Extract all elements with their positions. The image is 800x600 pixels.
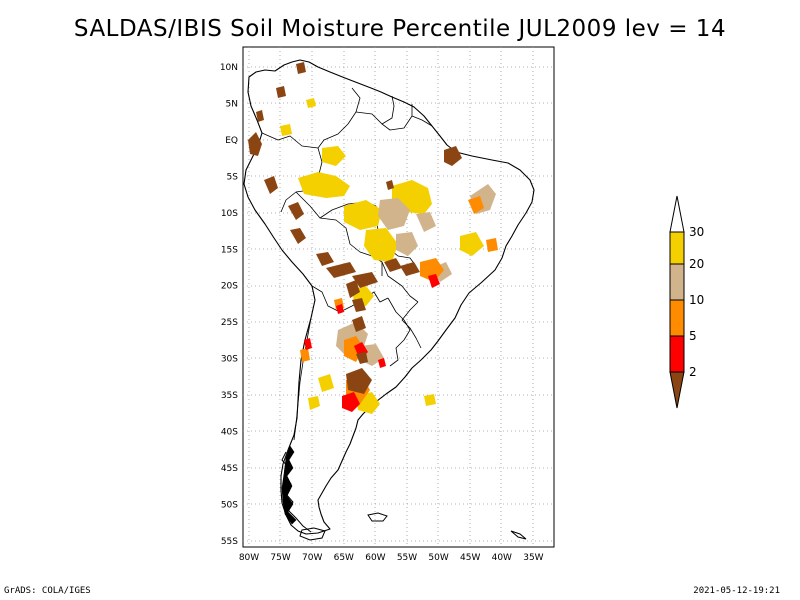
lat-tick-label: 25S: [221, 318, 238, 328]
colorbar-top-triangle: [669, 195, 685, 233]
lat-tick-label: 50S: [221, 500, 238, 510]
plot-frame: [242, 46, 555, 548]
grid-lines: [243, 47, 554, 547]
colorbar-bottom-triangle: [669, 371, 685, 409]
colorbar-label: 10: [689, 293, 704, 307]
colorbar-bin-20-30: [669, 231, 685, 265]
footer-timestamp: 2021-05-12-19:21: [693, 586, 780, 596]
lat-tick-label: 10N: [220, 63, 238, 73]
lat-tick-label: 55S: [221, 537, 238, 547]
south-america-outline: [243, 59, 535, 535]
colorbar-bin-2-5: [669, 335, 685, 373]
lat-tick-label: 15S: [221, 245, 238, 255]
colorbar-label: 30: [689, 225, 704, 239]
lon-tick-label: 80W: [239, 553, 259, 563]
lat-tick-label: 45S: [221, 464, 238, 474]
lon-tick-label: 65W: [334, 553, 354, 563]
lat-tick-label: 35S: [221, 391, 238, 401]
lat-tick-label: 10S: [221, 209, 238, 219]
footer-credit: GrADS: COLA/IGES: [4, 586, 91, 596]
soil-moisture-shading: [248, 62, 498, 414]
percentile-below-2-areas: [248, 62, 462, 394]
lat-tick-label: 40S: [221, 428, 238, 438]
lat-tick-label: 5S: [227, 172, 239, 182]
chile-islands: [281, 445, 297, 525]
lon-tick-label: 70W: [302, 553, 322, 563]
colorbar-label: 2: [689, 365, 697, 379]
lat-tick-label: EQ: [225, 136, 238, 146]
lat-tick-label: 5N: [226, 99, 238, 109]
lon-tick-label: 45W: [460, 553, 480, 563]
percentile-20-30-areas: [280, 98, 484, 414]
colorbar-bin-5-10: [669, 299, 685, 337]
lon-tick-label: 55W: [397, 553, 417, 563]
longitude-tick-labels: 80W 75W 70W 65W 60W 55W 50W 45W 40W 35W: [239, 553, 544, 563]
latitude-tick-labels: 10N 5N EQ 5S 10S 15S 20S 25S 30S 35S 40S 45S 50S 55S: [220, 63, 238, 547]
south-georgia: [510, 530, 527, 540]
lat-tick-label: 20S: [221, 282, 238, 292]
lon-tick-label: 60W: [365, 553, 385, 563]
colorbar: 30 20 10 5 2: [669, 195, 704, 409]
colorbar-label: 20: [689, 257, 704, 271]
lon-tick-label: 75W: [270, 553, 290, 563]
lat-tick-label: 30S: [221, 355, 238, 365]
tierra-del-fuego: [299, 527, 326, 541]
colorbar-bin-10-20: [669, 263, 685, 301]
lon-tick-label: 40W: [492, 553, 512, 563]
falkland-islands: [367, 512, 388, 522]
map-title: SALDAS/IBIS Soil Moisture Percentile JUL…: [73, 16, 727, 42]
colorbar-label: 5: [689, 329, 697, 343]
lon-tick-label: 50W: [428, 553, 448, 563]
lon-tick-label: 35W: [523, 553, 543, 563]
